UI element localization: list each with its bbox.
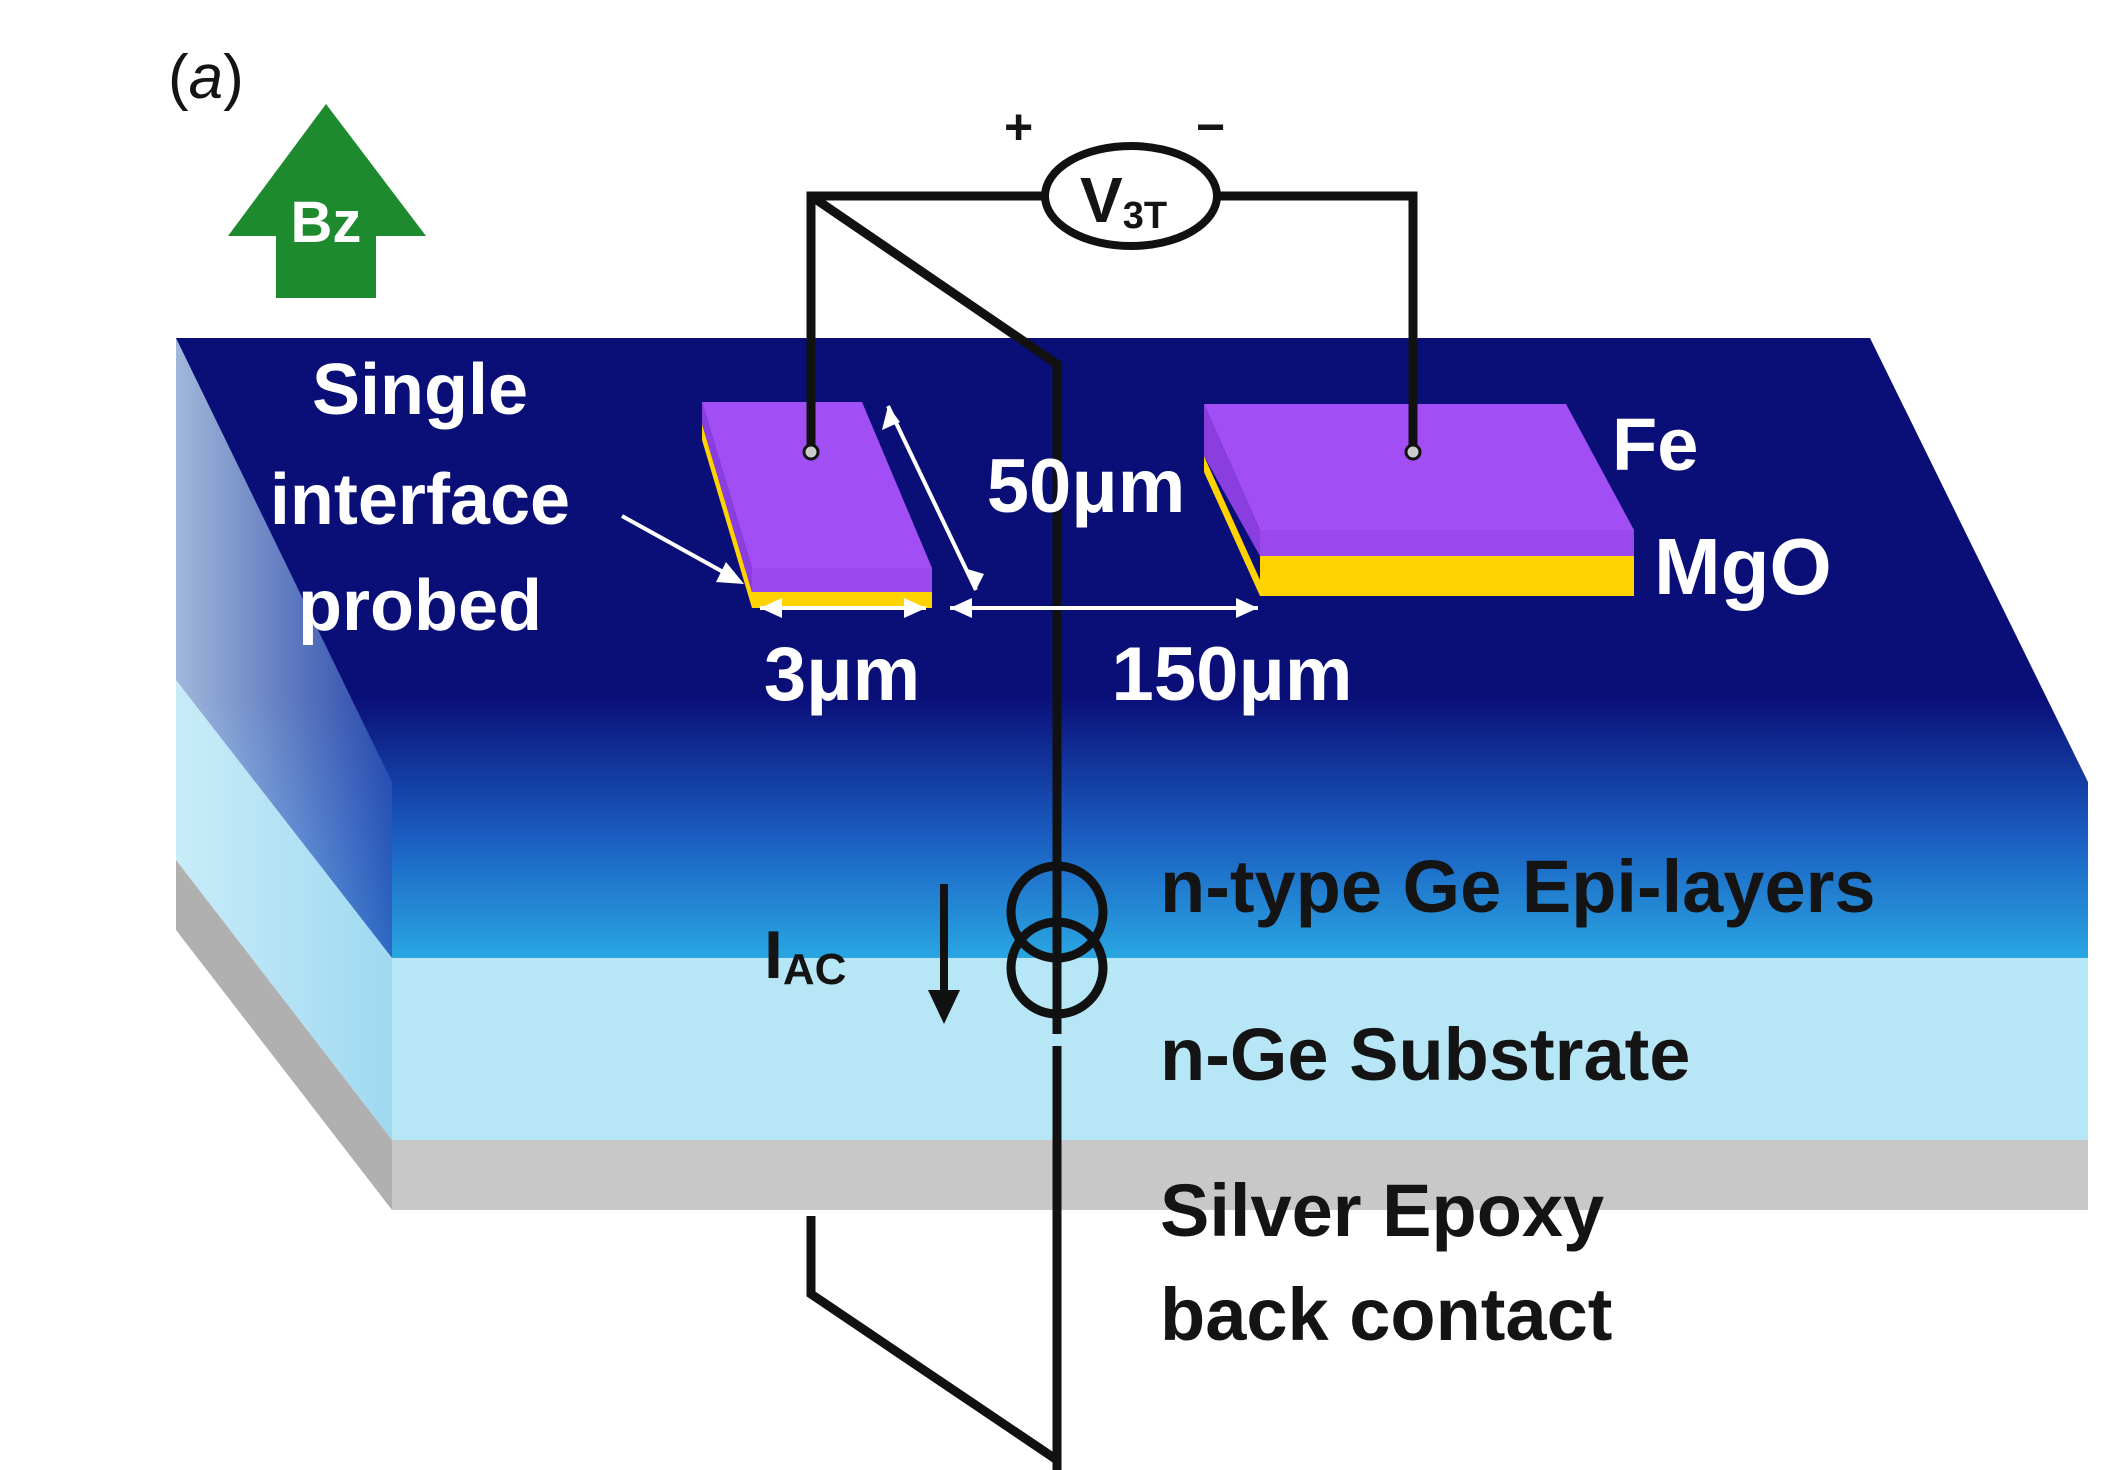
epoxy-layer-side	[176, 860, 392, 1210]
epoxy-label-line2: back contact	[1160, 1273, 1612, 1356]
circuit-wiring	[806, 191, 1418, 1470]
mgo-label: MgO	[1654, 522, 1832, 611]
field-label: Bz	[291, 190, 362, 255]
voltmeter-symbol	[1041, 142, 1221, 250]
current-direction-arrow	[928, 884, 960, 1024]
panel-label: (a)	[168, 43, 244, 112]
substrate-layer	[392, 958, 2088, 1140]
epi-layer-side	[176, 338, 392, 958]
probe-label-line3: probed	[298, 566, 542, 646]
large-pad	[1204, 404, 1634, 596]
magnetic-field-arrow	[228, 104, 426, 298]
current-label: IAC	[764, 917, 846, 994]
probe-contact-right	[1404, 443, 1422, 461]
voltmeter-label: V3T	[1080, 164, 1167, 237]
probe-label-line1: Single	[312, 350, 528, 430]
epi-layer-label: n-type Ge Epi-layers	[1160, 845, 1876, 928]
epoxy-layer	[392, 1140, 2088, 1210]
length-label: 50μm	[987, 444, 1186, 529]
epoxy-label-line1: Silver Epoxy	[1160, 1169, 1604, 1252]
small-pad	[702, 402, 932, 608]
voltmeter-minus: −	[1196, 99, 1225, 155]
voltmeter-plus: +	[1004, 99, 1033, 155]
separation-label: 150μm	[1112, 632, 1353, 717]
probe-contact-left	[802, 443, 820, 461]
dimension-arrows	[621, 405, 1258, 618]
width-small-label: 3μm	[764, 632, 920, 717]
substrate-layer-side	[176, 680, 392, 1140]
fe-label: Fe	[1612, 403, 1698, 486]
current-source-symbol	[1006, 861, 1108, 1019]
probe-label-line2: interface	[270, 460, 570, 540]
substrate-layer-label: n-Ge Substrate	[1160, 1013, 1690, 1096]
